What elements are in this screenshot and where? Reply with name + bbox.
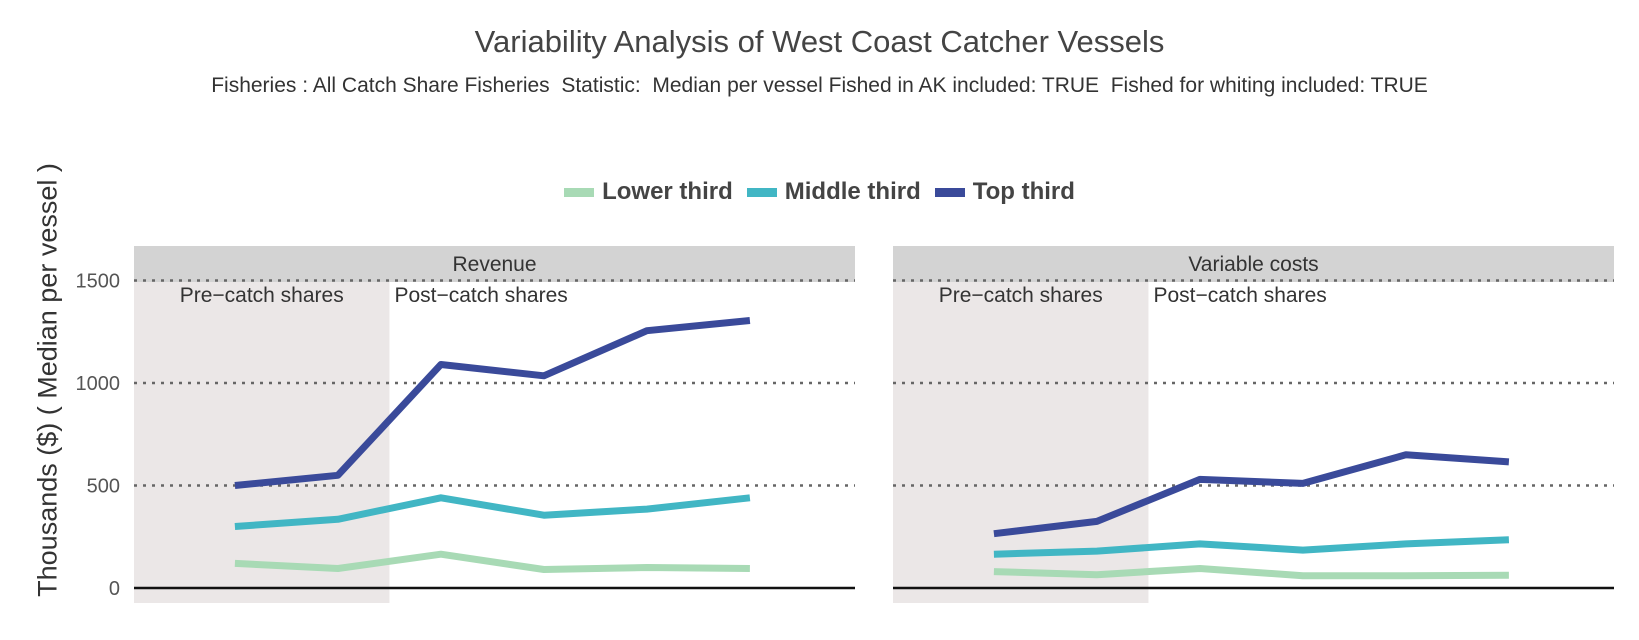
y-tick-label: 1500: [76, 271, 121, 293]
legend-swatch-middle-third: [746, 187, 777, 197]
series-line-top-third: [234, 317, 751, 489]
legend-label-lower-third: Lower third: [602, 178, 733, 205]
panel-strip: [893, 246, 1614, 282]
pre-catch-shade: [134, 282, 390, 603]
series-line-middle-third: [993, 536, 1510, 558]
legend-swatch-top-third: [934, 187, 965, 197]
series-line-middle-third: [234, 494, 751, 530]
pre-catch-label: Pre−catch shares: [939, 284, 1103, 307]
pre-catch-label: Pre−catch shares: [180, 284, 344, 307]
series-line-lower-third: [234, 550, 750, 573]
y-tick-label: 0: [109, 578, 120, 600]
series-line-lower-third: [993, 565, 1509, 580]
post-catch-label: Post−catch shares: [394, 284, 567, 307]
legend-item-middle-third: Middle third: [746, 178, 921, 206]
panel-title: Variable costs: [1188, 253, 1318, 276]
post-catch-label: Post−catch shares: [1153, 284, 1326, 307]
legend-label-middle-third: Middle third: [784, 178, 921, 205]
chart-subtitle: Fisheries : All Catch Share Fisheries St…: [211, 74, 1428, 97]
panel-variable-costs: Variable costs Pre−catch shares Post−catch…: [893, 246, 1614, 603]
legend: Lower third Middle third Top third: [0, 178, 1639, 206]
legend-item-top-third: Top third: [934, 178, 1075, 206]
chart-title: Variability Analysis of West Coast Catch…: [474, 24, 1165, 59]
panel-title: Revenue: [452, 253, 536, 276]
panel-revenue: Revenue Pre−catch shares Post−catch shares: [134, 246, 855, 603]
legend-swatch-lower-third: [564, 187, 595, 197]
y-tick-label: 500: [87, 476, 120, 498]
series-line-top-third: [993, 451, 1510, 538]
legend-item-lower-third: Lower third: [564, 178, 733, 206]
y-tick-label: 1000: [76, 373, 121, 395]
legend-label-top-third: Top third: [972, 178, 1075, 205]
panel-strip: [134, 246, 855, 282]
